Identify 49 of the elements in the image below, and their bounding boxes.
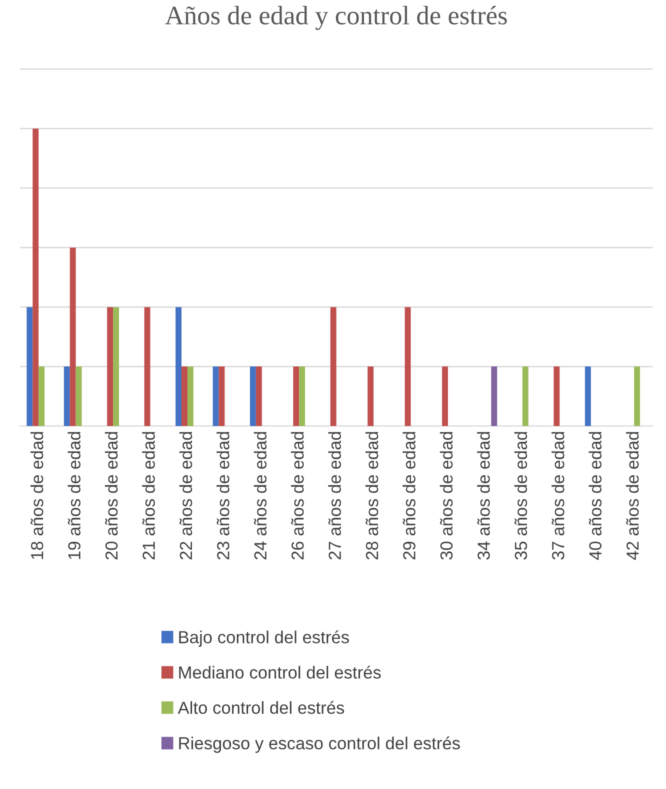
bar xyxy=(634,366,640,426)
legend-label: Bajo control del estrés xyxy=(179,630,349,647)
x-tick-label: 42 años de edad xyxy=(626,432,639,560)
x-tick-label: 28 años de edad xyxy=(365,432,378,560)
bar xyxy=(182,366,188,426)
bar xyxy=(554,366,560,426)
legend-label: Alto control del estrés xyxy=(178,700,344,714)
bar xyxy=(491,366,498,426)
x-tick-label: 40 años de edad xyxy=(588,432,602,560)
bar xyxy=(522,366,528,426)
bar xyxy=(218,366,225,426)
x-tick-label: 34 años de edad xyxy=(477,432,490,560)
x-tick-label: 23 años de edad xyxy=(216,432,230,560)
bar xyxy=(404,307,411,426)
legend-label: Mediano control del estrés xyxy=(179,666,381,679)
bar xyxy=(38,366,45,426)
x-tick-label: 22 años de edad xyxy=(179,432,192,560)
bar xyxy=(584,366,591,426)
bar xyxy=(368,366,374,426)
bar xyxy=(76,366,82,426)
bar xyxy=(330,307,336,426)
x-tick-label: 29 años de edad xyxy=(402,432,416,560)
bar xyxy=(107,307,114,426)
bar xyxy=(64,366,70,426)
legend-label: Riesgoso y escaso control del estrés xyxy=(179,736,460,753)
bar xyxy=(187,366,194,426)
x-tick-label: 18 años de edad xyxy=(30,432,44,559)
bar xyxy=(70,248,76,426)
x-tick-label: 26 años de edad xyxy=(291,432,304,560)
bar xyxy=(299,366,306,426)
bar xyxy=(250,366,256,426)
x-tick-label: 21 años de edad xyxy=(142,432,155,560)
bar xyxy=(442,366,448,426)
bar xyxy=(144,307,150,426)
bar xyxy=(293,366,300,426)
bar xyxy=(212,366,219,426)
x-tick-label: 30 años de edad xyxy=(440,432,453,560)
bar xyxy=(256,366,262,426)
bar xyxy=(176,307,182,426)
x-tick-label: 37 años de edad xyxy=(552,432,564,560)
bar xyxy=(32,128,39,426)
chart-title: Años de edad y control de estrés xyxy=(165,6,507,30)
x-tick-label: 24 años de edad xyxy=(254,432,267,560)
bar xyxy=(113,307,119,426)
x-tick-label: 19 años de edad xyxy=(68,432,80,559)
x-tick-label: 20 años de edad xyxy=(104,432,118,560)
bar xyxy=(26,307,33,426)
x-tick-label: 27 años de edad xyxy=(328,432,341,560)
x-tick-label: 35 años de edad xyxy=(514,432,528,560)
